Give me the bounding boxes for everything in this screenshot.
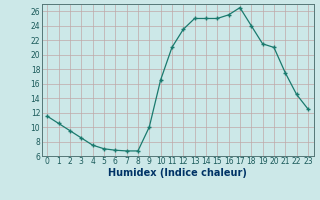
X-axis label: Humidex (Indice chaleur): Humidex (Indice chaleur) (108, 168, 247, 178)
